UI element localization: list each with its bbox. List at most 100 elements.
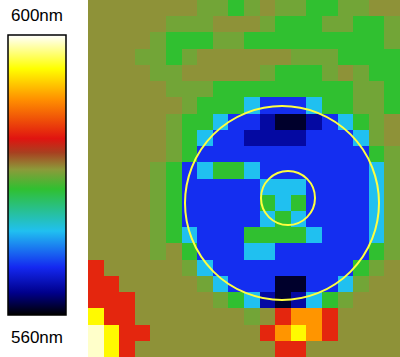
heatmap-cell	[244, 195, 260, 212]
heatmap-cell	[275, 227, 291, 244]
heatmap-cell	[135, 211, 151, 228]
heatmap-cell	[322, 260, 338, 277]
heatmap-cell	[119, 325, 135, 342]
heatmap-cell	[338, 195, 354, 212]
heatmap-cell	[353, 32, 369, 49]
heatmap-cell	[384, 276, 400, 293]
heatmap-cell	[88, 162, 104, 179]
heatmap-cell	[275, 325, 291, 342]
heatmap-cell	[135, 81, 151, 98]
heatmap-cell	[353, 308, 369, 325]
heatmap-cell	[119, 308, 135, 325]
heatmap-cell	[104, 0, 120, 17]
heatmap-cell	[150, 114, 166, 131]
heatmap-cell	[197, 49, 213, 66]
heatmap-cell	[306, 114, 322, 131]
heatmap-cell	[275, 260, 291, 277]
heatmap-cell	[322, 211, 338, 228]
heatmap-cell	[260, 341, 276, 357]
heatmap-cell	[384, 325, 400, 342]
heatmap-cell	[135, 276, 151, 293]
heatmap-cell	[228, 227, 244, 244]
heatmap-cell	[197, 65, 213, 82]
heatmap-cell	[353, 211, 369, 228]
heatmap-cell	[306, 146, 322, 163]
heatmap-cell	[166, 292, 182, 309]
heatmap-cell	[369, 114, 385, 131]
heatmap-cell	[369, 146, 385, 163]
heatmap-cell	[353, 292, 369, 309]
heatmap-cell	[150, 243, 166, 260]
colorbar-gradient	[8, 35, 66, 315]
heatmap-cell	[322, 65, 338, 82]
heatmap-cell	[182, 114, 198, 131]
heatmap-cell	[182, 341, 198, 357]
heatmap-cell	[150, 308, 166, 325]
heatmap-cell	[260, 16, 276, 33]
heatmap-cell	[322, 195, 338, 212]
heatmap-cell	[150, 65, 166, 82]
heatmap-cell	[119, 146, 135, 163]
heatmap-cell	[260, 308, 276, 325]
heatmap-cell	[150, 276, 166, 293]
heatmap-cell	[244, 146, 260, 163]
heatmap-cell	[338, 308, 354, 325]
heatmap-cell	[166, 325, 182, 342]
heatmap-cell	[228, 114, 244, 131]
heatmap-cell	[244, 130, 260, 147]
heatmap-cell	[338, 325, 354, 342]
heatmap-cell	[213, 162, 229, 179]
heatmap-cell	[228, 292, 244, 309]
heatmap-cell	[228, 32, 244, 49]
heatmap-cell	[322, 227, 338, 244]
heatmap-cell	[306, 325, 322, 342]
heatmap-cell	[228, 243, 244, 260]
heatmap-cell	[150, 341, 166, 357]
heatmap-cell	[135, 49, 151, 66]
heatmap-cell	[353, 341, 369, 357]
heatmap-cell	[119, 81, 135, 98]
heatmap-cell	[88, 130, 104, 147]
heatmap	[88, 0, 400, 357]
heatmap-cell	[182, 179, 198, 196]
heatmap-cell	[197, 211, 213, 228]
heatmap-cell	[150, 179, 166, 196]
heatmap-cell	[322, 81, 338, 98]
heatmap-cell	[119, 32, 135, 49]
heatmap-cell	[135, 341, 151, 357]
heatmap-cell	[166, 276, 182, 293]
heatmap-cell	[384, 308, 400, 325]
heatmap-cell	[260, 227, 276, 244]
heatmap-cell	[353, 276, 369, 293]
heatmap-cell	[228, 0, 244, 17]
heatmap-cell	[150, 16, 166, 33]
heatmap-cell	[135, 114, 151, 131]
heatmap-cell	[119, 276, 135, 293]
heatmap-cell	[260, 325, 276, 342]
heatmap-cell	[353, 0, 369, 17]
heatmap-cell	[275, 341, 291, 357]
heatmap-cell	[291, 341, 307, 357]
heatmap-cell	[244, 32, 260, 49]
heatmap-cell	[353, 97, 369, 114]
heatmap-cell	[275, 16, 291, 33]
heatmap-cell	[213, 16, 229, 33]
heatmap-cell	[384, 162, 400, 179]
heatmap-cell	[213, 292, 229, 309]
heatmap-cell	[275, 179, 291, 196]
heatmap-cell	[88, 65, 104, 82]
heatmap-cell	[369, 195, 385, 212]
heatmap-cell	[150, 81, 166, 98]
heatmap-cell	[291, 81, 307, 98]
heatmap-cell	[182, 16, 198, 33]
heatmap-cell	[213, 0, 229, 17]
heatmap-cell	[119, 292, 135, 309]
colorbar-tick-label: 600nm	[11, 6, 63, 25]
heatmap-cell	[182, 65, 198, 82]
heatmap-cell	[338, 146, 354, 163]
heatmap-cell	[322, 162, 338, 179]
heatmap-cell	[291, 114, 307, 131]
heatmap-cell	[322, 341, 338, 357]
heatmap-cell	[104, 179, 120, 196]
heatmap-cell	[306, 0, 322, 17]
